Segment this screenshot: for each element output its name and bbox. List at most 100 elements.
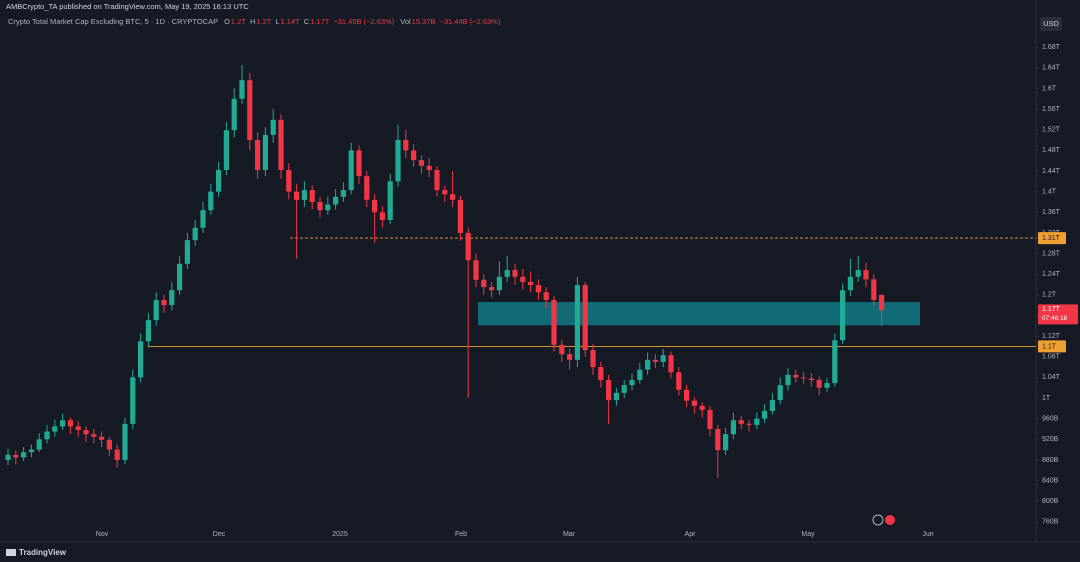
candle-body <box>535 285 541 293</box>
candle-body <box>325 204 331 211</box>
candle-body <box>668 355 674 373</box>
candle-body <box>60 420 66 427</box>
candle-body <box>169 290 175 306</box>
candle-body <box>754 418 760 425</box>
candle-body <box>434 169 440 191</box>
legend-value: 1.17T <box>310 17 330 26</box>
candle-body <box>231 98 237 131</box>
volume-value: 15.37B <box>412 17 436 26</box>
candle-body <box>551 299 557 345</box>
candle-body <box>879 294 885 311</box>
candle-body <box>184 240 190 264</box>
x-tick-label: Feb <box>455 531 467 538</box>
candle-body <box>379 212 385 221</box>
candle-body <box>660 355 666 362</box>
candle-body <box>122 423 128 460</box>
y-tick-label: 960B <box>1042 416 1059 423</box>
y-tick-label: 1.28T <box>1042 250 1061 257</box>
y-tick-label: 1.44T <box>1042 168 1061 175</box>
candle-body <box>723 434 729 451</box>
candle-body <box>613 392 619 401</box>
candle-body <box>239 80 245 99</box>
candle-body <box>309 190 315 202</box>
candle-body <box>192 227 198 241</box>
candle-body <box>621 385 627 393</box>
candle-body <box>333 196 339 205</box>
y-tick-label: 1.08T <box>1042 354 1061 361</box>
y-tick-label: 1.48T <box>1042 147 1061 154</box>
level-label: 1.1T <box>1042 343 1057 350</box>
y-tick-label: 840B <box>1042 477 1059 484</box>
candle-body <box>738 420 744 424</box>
event-icon[interactable] <box>885 515 895 525</box>
y-tick-label: 1.68T <box>1042 44 1061 51</box>
y-tick-label: 1.56T <box>1042 106 1061 113</box>
candle-body <box>543 292 549 300</box>
candle-body <box>457 199 463 233</box>
legend-value: 1.2T <box>256 17 271 26</box>
candle-body <box>106 439 112 450</box>
last-price-label: 1.17T <box>1042 306 1061 313</box>
candle-body <box>489 287 495 291</box>
candle-body <box>262 134 268 170</box>
candle-body <box>473 260 479 280</box>
candle-body <box>715 428 721 451</box>
legend-change: −31.45B (−2.63%) <box>333 17 394 26</box>
currency-box <box>1040 17 1062 31</box>
candle-body <box>387 181 393 221</box>
candle-body <box>44 431 50 440</box>
y-tick-label: 1.36T <box>1042 209 1061 216</box>
legend-key: C <box>304 17 310 26</box>
candle-body <box>294 191 300 200</box>
candle-body <box>223 130 229 170</box>
candle-body <box>247 80 253 141</box>
symbol: Crypto Total Market Cap Excluding BTC, 5… <box>8 17 218 26</box>
candle-body <box>356 150 362 177</box>
level-badge <box>1038 340 1066 353</box>
y-tick-label: 1.52T <box>1042 127 1061 134</box>
volume-change: −31.44B (−2.63%) <box>439 17 500 26</box>
candle-body <box>637 369 643 380</box>
candle-body <box>208 191 214 211</box>
candle-body <box>769 400 775 411</box>
candle-body <box>75 426 81 431</box>
candle-body <box>13 454 19 458</box>
volume-key: Vol <box>400 17 411 26</box>
candle-body <box>348 150 354 191</box>
candle-body <box>785 374 791 386</box>
candle-body <box>130 377 136 424</box>
candle-body <box>28 449 34 453</box>
level-badge <box>1038 232 1066 245</box>
candle-body <box>652 359 658 362</box>
candle-body <box>520 276 526 282</box>
candle-body <box>512 270 518 277</box>
candle-body <box>574 285 580 360</box>
legend-key: O <box>224 17 230 26</box>
candle-body <box>730 420 736 435</box>
candle-body <box>161 299 167 306</box>
candle-body <box>762 410 768 419</box>
x-tick-label: Apr <box>685 531 697 538</box>
y-tick-label: 1.6T <box>1042 85 1057 92</box>
candle-body <box>145 320 151 342</box>
candle-body <box>707 409 713 429</box>
candle-body <box>372 199 378 213</box>
candle-body <box>465 232 471 261</box>
flash-icon[interactable] <box>872 514 884 526</box>
y-tick-label: 1.64T <box>1042 65 1061 72</box>
publisher: AMBCrypto_TA published on TradingView.co… <box>6 2 249 11</box>
currency: USD <box>1043 19 1059 28</box>
y-tick-label: 1.12T <box>1042 333 1061 340</box>
candle-body <box>590 350 596 368</box>
candle-body <box>442 190 448 195</box>
candle-body <box>629 379 635 386</box>
candle-body <box>255 140 261 170</box>
candle-body <box>504 270 510 277</box>
x-tick-label: Dec <box>213 531 226 538</box>
countdown: 07:46:18 <box>1042 315 1068 322</box>
candle-body <box>411 150 417 161</box>
candle-body <box>270 119 276 135</box>
legend-value: 1.2T <box>231 17 246 26</box>
